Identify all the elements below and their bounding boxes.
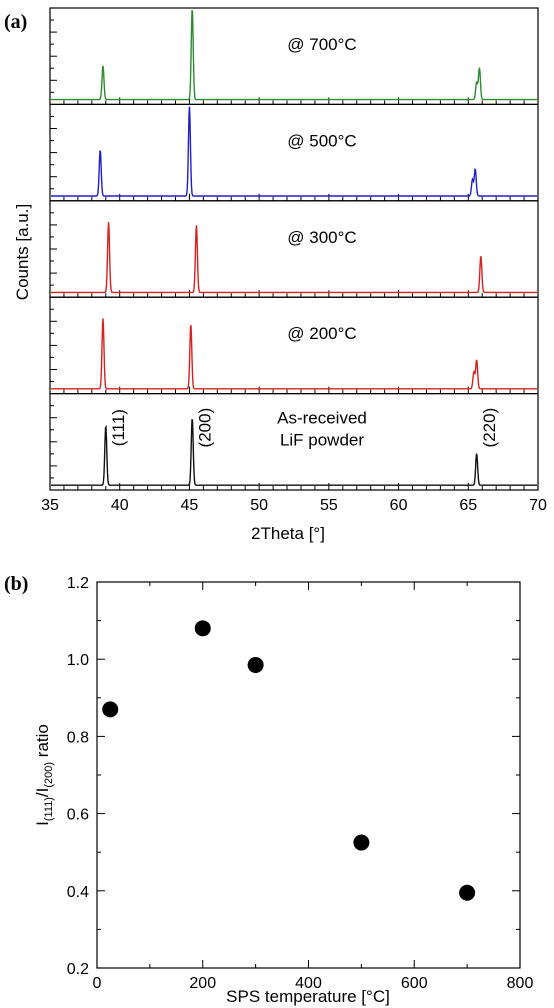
xrd-pattern-line [51,9,537,101]
ratio-x-tick-label: 600 [401,975,428,992]
xrd-x-tick-label: 45 [181,497,199,514]
xrd-series-label: As-received [277,409,367,428]
xrd-peak-label: (111) [109,409,128,446]
xrd-subplot: As-received LiF powder (111) (200) (220) [49,393,539,491]
xrd-series-label: @ 200°C [287,324,356,343]
xrd-pattern-line [51,106,537,197]
xrd-subplot-frame [49,296,539,395]
ratio-panel: (b) 0 200 400 600 800 0.2 0.4 0.6 0.8 1.0 1.2 SPS … [4,573,533,1006]
ratio-y-tick-label: 0.6 [67,807,89,824]
xrd-subplot: @ 700°C [49,7,539,106]
xrd-series-label: @ 700°C [287,35,356,54]
ratio-x-axis-label: SPS temperature [°C] [226,987,390,1006]
panel-label-a: (a) [4,11,27,33]
xrd-subplot: @ 300°C [49,200,539,298]
xrd-x-tick-labels: 35 40 45 50 55 60 65 70 [41,497,547,514]
ratio-data-point [247,656,264,673]
ratio-y-tick-label: 1.2 [67,575,89,592]
ratio-points [102,620,476,901]
xrd-x-tick-label: 35 [41,497,59,514]
xrd-x-tick-label: 40 [111,497,129,514]
ratio-x-tick-label: 400 [295,975,322,992]
xrd-x-tick-label: 65 [459,497,477,514]
ratio-plot-frame [96,581,521,969]
xrd-subplot-frame [49,200,539,298]
ratio-y-axis-label: I(111)/I(200) ratio [33,724,55,826]
ratio-x-tick-label: 800 [507,975,534,992]
ratio-data-point [353,834,370,851]
ratio-x-tick-label: 200 [189,975,216,992]
xrd-series-label: @ 500°C [287,131,356,150]
xrd-subplot-frame [49,7,539,106]
xrd-subplot: @ 500°C [49,103,539,202]
xrd-x-tick-label: 70 [529,497,547,514]
xrd-subplot: @ 200°C [49,296,539,395]
panel-label-b: (b) [4,573,28,595]
xrd-subplot-frame [49,103,539,202]
xrd-series-label-line2: LiF powder [280,431,364,450]
xrd-series-label: @ 300°C [287,228,356,247]
xrd-y-axis-label: Counts [a.u.] [13,204,32,300]
xrd-peak-label: (220) [480,408,499,448]
ratio-x-tick-label: 0 [93,975,102,992]
ratio-y-tick-label: 1.0 [67,652,89,669]
xrd-panel: (a) @ 700°C @ 500°C @ 300°C @ 200°C As-recei… [4,7,547,543]
xrd-subplots: @ 700°C @ 500°C @ 300°C @ 200°C As-received L… [49,7,539,491]
ratio-data-point [102,701,119,718]
xrd-peak-label: (200) [196,408,215,448]
ratio-y-tick-label: 0.8 [67,729,89,746]
ratio-data-point [459,884,476,901]
ratio-ticks: 0 200 400 600 800 0.2 0.4 0.6 0.8 1.0 1.2 [67,575,534,992]
ratio-data-point [194,620,211,637]
xrd-pattern-line [51,419,537,486]
xrd-x-tick-label: 60 [390,497,408,514]
ratio-y-tick-label: 0.4 [67,884,89,901]
xrd-x-tick-label: 55 [320,497,338,514]
xrd-x-tick-label: 50 [250,497,268,514]
ratio-y-tick-label: 0.2 [67,961,89,978]
xrd-pattern-line [51,318,537,390]
xrd-pattern-line [51,222,537,294]
xrd-x-axis-label: 2Theta [°] [251,524,325,543]
